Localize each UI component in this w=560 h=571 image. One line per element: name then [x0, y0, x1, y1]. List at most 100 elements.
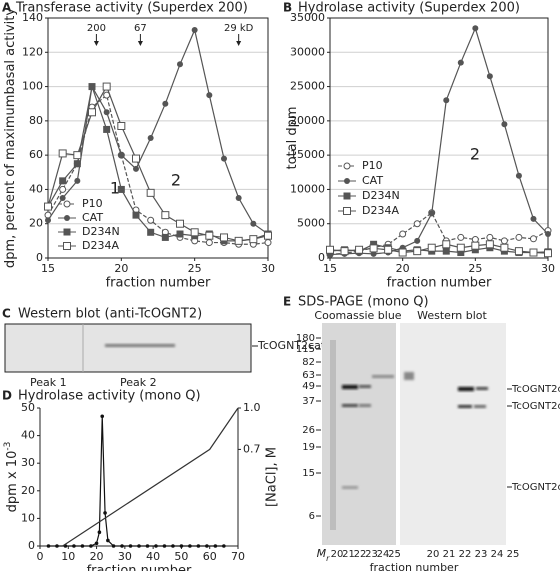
- lane-label: 24: [377, 549, 390, 560]
- data-point: [132, 211, 140, 219]
- gel-band: [476, 387, 488, 390]
- marker-label: 115: [296, 344, 315, 355]
- data-point: [179, 544, 184, 548]
- legend-marker: [343, 192, 351, 200]
- band-label: TcOGNT2cat: [511, 384, 560, 395]
- y-axis-label: dpm, percent of maximumbasal activity: [3, 8, 18, 268]
- panel-label: E: [283, 295, 291, 309]
- data-point: [72, 544, 76, 548]
- legend-marker: [344, 178, 350, 184]
- y-tick-label: 100: [22, 80, 43, 93]
- data-point: [457, 249, 465, 257]
- data-point: [471, 246, 479, 254]
- x-tick-label: 70: [231, 550, 245, 563]
- data-point: [177, 61, 183, 68]
- legend-label: D234A: [362, 204, 399, 217]
- data-point: [102, 82, 111, 91]
- data-point: [413, 220, 421, 228]
- data-point: [500, 237, 508, 245]
- data-point: [133, 165, 139, 172]
- data-point: [370, 240, 378, 248]
- mr-text: M: [317, 547, 327, 560]
- lane-label: 22: [354, 549, 367, 560]
- y2-tick-label: 0.7: [243, 442, 261, 455]
- data-point: [471, 235, 479, 243]
- gel-band: [342, 404, 358, 407]
- series-line: [47, 85, 269, 242]
- mr-label: Mr: [317, 547, 331, 563]
- y-tick-label: 20: [21, 484, 35, 497]
- data-point: [196, 544, 201, 548]
- data-point: [205, 544, 209, 548]
- data-point: [161, 233, 169, 241]
- series-line: [48, 416, 224, 547]
- data-point: [206, 92, 213, 99]
- peak-label: 1: [110, 179, 120, 198]
- legend-label: CAT: [82, 211, 103, 224]
- series-line: [329, 26, 549, 256]
- band-label: TcOGNT2cat: [257, 339, 326, 352]
- data-point: [340, 247, 349, 256]
- data-point: [456, 243, 465, 252]
- series-line: [329, 243, 549, 254]
- peak-label: 2: [171, 171, 181, 190]
- panel-title: Hydrolase activity (mono Q): [18, 389, 201, 404]
- y-tick-label: 5000: [297, 217, 325, 230]
- data-point: [73, 151, 82, 160]
- data-point: [46, 544, 51, 548]
- data-point: [80, 544, 85, 548]
- data-point: [529, 248, 538, 257]
- marker-label: 19: [302, 442, 315, 453]
- data-point: [471, 241, 480, 250]
- gel-image: [400, 323, 506, 545]
- x-tick-label: 20: [90, 550, 104, 563]
- data-point: [118, 152, 125, 159]
- data-point: [514, 247, 523, 256]
- x-tick-label: 15: [323, 262, 337, 275]
- data-point: [190, 228, 199, 237]
- x-tick-label: 30: [261, 262, 275, 275]
- data-point: [414, 237, 421, 244]
- legend-marker: [64, 215, 70, 221]
- data-point: [59, 185, 67, 193]
- data-point: [501, 121, 508, 128]
- x-tick-label: 25: [188, 262, 202, 275]
- lane-label: 23: [475, 549, 488, 560]
- data-point: [250, 220, 257, 227]
- data-point: [176, 230, 184, 238]
- marker-label: 26: [302, 425, 315, 436]
- lane-label: 25: [507, 549, 520, 560]
- legend-marker: [343, 162, 351, 170]
- data-point: [205, 231, 214, 240]
- data-point: [44, 202, 52, 211]
- data-point: [428, 210, 435, 217]
- data-point: [384, 245, 393, 254]
- data-point: [147, 135, 154, 141]
- data-point: [485, 240, 494, 249]
- y-tick-label: 15000: [290, 148, 325, 161]
- y-tick-label: 20: [29, 217, 43, 230]
- size-marker-label: 29 kD: [224, 23, 254, 34]
- data-point: [162, 100, 169, 107]
- data-point: [171, 544, 175, 548]
- lane-label: 23: [365, 549, 378, 560]
- data-point: [176, 219, 184, 228]
- data-point: [249, 235, 258, 244]
- data-point: [120, 544, 124, 548]
- marker-label: 37: [302, 396, 315, 407]
- y-tick-label: 35000: [290, 11, 325, 24]
- x-tick-label: 30: [118, 550, 132, 563]
- gel-band: [359, 385, 371, 388]
- marker-label: 49: [302, 381, 315, 392]
- x-tick-label: 10: [61, 550, 75, 563]
- data-point: [442, 240, 451, 249]
- lane-label: 24: [491, 549, 504, 560]
- series-line: [47, 84, 269, 242]
- data-point: [221, 155, 227, 162]
- legend-label: P10: [82, 197, 103, 210]
- x-axis-label: fraction number: [106, 276, 211, 291]
- panel-label: A: [2, 1, 12, 15]
- gel-band: [342, 385, 358, 389]
- panel-label: B: [283, 1, 292, 15]
- x-tick-label: 40: [146, 550, 160, 563]
